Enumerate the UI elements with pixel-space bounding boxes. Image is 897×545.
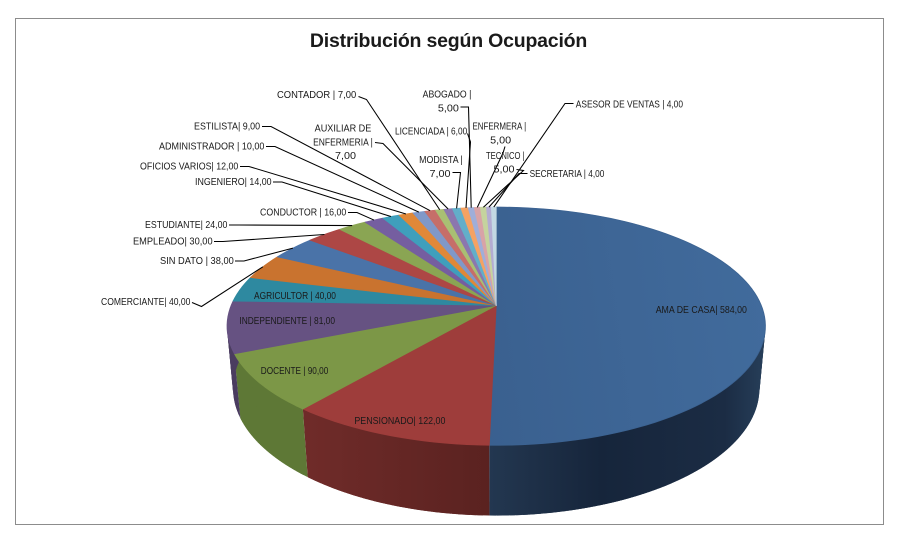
svg-text:ENFERMERA |: ENFERMERA | [472, 121, 526, 133]
svg-text:INGENIERO| 14,00: INGENIERO| 14,00 [195, 176, 272, 188]
svg-text:AUXILIAR DE: AUXILIAR DE [315, 123, 372, 135]
svg-text:7,00: 7,00 [335, 150, 356, 162]
svg-text:ESTILISTA| 9,00: ESTILISTA| 9,00 [194, 121, 260, 133]
svg-text:MODISTA |: MODISTA | [419, 154, 463, 166]
svg-text:ASESOR DE VENTAS | 4,00: ASESOR DE VENTAS | 4,00 [576, 99, 683, 111]
svg-text:AMA DE CASA| 584,00: AMA DE CASA| 584,00 [656, 304, 747, 316]
svg-text:CONDUCTOR | 16,00: CONDUCTOR | 16,00 [260, 207, 346, 219]
svg-text:7,00: 7,00 [430, 168, 451, 180]
svg-text:SIN DATO | 38,00: SIN DATO | 38,00 [160, 255, 234, 267]
svg-text:ADMINISTRADOR | 10,00: ADMINISTRADOR | 10,00 [159, 141, 265, 153]
svg-text:EMPLEADO| 30,00: EMPLEADO| 30,00 [133, 236, 213, 248]
svg-text:5,00: 5,00 [490, 135, 511, 147]
svg-text:AGRICULTOR | 40,00: AGRICULTOR | 40,00 [254, 290, 336, 302]
svg-text:5,00: 5,00 [494, 164, 515, 176]
svg-text:SECRETARIA | 4,00: SECRETARIA | 4,00 [530, 168, 605, 180]
svg-text:COMERCIANTE| 40,00: COMERCIANTE| 40,00 [101, 296, 191, 308]
svg-text:ABOGADO |: ABOGADO | [423, 89, 472, 101]
svg-text:DOCENTE | 90,00: DOCENTE | 90,00 [261, 365, 329, 377]
svg-text:INDEPENDIENTE | 81,00: INDEPENDIENTE | 81,00 [239, 315, 335, 327]
svg-text:PENSIONADO| 122,00: PENSIONADO| 122,00 [354, 415, 445, 427]
svg-text:CONTADOR | 7,00: CONTADOR | 7,00 [277, 89, 356, 101]
svg-text:ENFERMERIA |: ENFERMERIA | [313, 137, 373, 149]
svg-text:LICENCIADA | 6,00: LICENCIADA | 6,00 [395, 126, 467, 138]
svg-text:5,00: 5,00 [438, 103, 459, 115]
svg-text:ESTUDIANTE| 24,00: ESTUDIANTE| 24,00 [145, 219, 228, 231]
svg-text:TECNICO |: TECNICO | [486, 150, 525, 162]
svg-text:OFICIOS VARIOS| 12,00: OFICIOS VARIOS| 12,00 [140, 161, 238, 173]
